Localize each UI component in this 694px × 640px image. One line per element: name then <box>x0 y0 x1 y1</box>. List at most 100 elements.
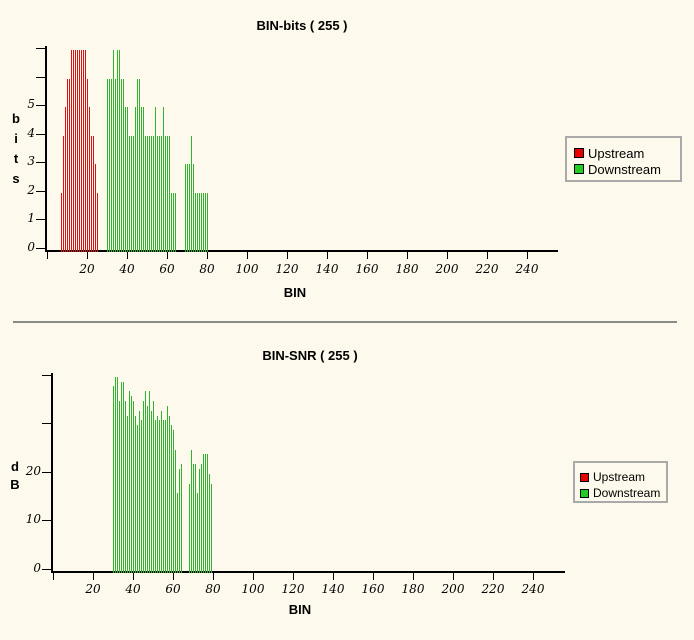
upstream-bar <box>81 50 82 252</box>
upstream-bar <box>69 79 70 252</box>
downstream-bar <box>129 136 130 252</box>
upstream-bar <box>95 164 96 252</box>
downstream-bar <box>167 406 168 573</box>
x-axis-tick <box>453 573 454 580</box>
downstream-bar <box>161 136 162 252</box>
x-axis-tick <box>247 252 248 259</box>
legend-snr: Upstream Downstream <box>573 461 668 503</box>
x-axis-tick-label: 140 <box>321 582 345 596</box>
y-axis-tick <box>36 190 45 192</box>
downstream-bar <box>155 420 156 573</box>
x-axis-tick-label: 220 <box>475 262 499 276</box>
chart-title-snr: BIN-SNR ( 255 ) <box>262 348 358 363</box>
downstream-bar <box>189 484 190 573</box>
downstream-bar <box>113 50 114 252</box>
y-axis-tick-label: 0 <box>33 561 41 575</box>
downstream-bar <box>171 425 172 573</box>
downstream-bar <box>127 416 128 573</box>
y-axis-label-char: B <box>10 477 20 492</box>
x-axis-tick-label: 40 <box>119 262 135 276</box>
downstream-bar <box>111 79 112 252</box>
downstream-bar <box>199 193 200 252</box>
upstream-bar <box>77 50 78 252</box>
chart-title-bits: BIN-bits ( 255 ) <box>256 18 348 33</box>
downstream-bar <box>151 136 152 252</box>
x-axis-tick <box>327 252 328 259</box>
downstream-bar <box>139 79 140 252</box>
upstream-bar <box>89 107 90 252</box>
upstream-color-swatch <box>580 472 589 482</box>
legend-bits: Upstream Downstream <box>565 136 682 182</box>
y-axis-tick <box>42 374 51 376</box>
legend-item-downstream: Downstream <box>580 485 666 501</box>
downstream-bar <box>177 493 178 573</box>
downstream-bar <box>155 107 156 252</box>
legend-label-downstream: Downstream <box>593 486 661 500</box>
y-axis-label-char: t <box>13 151 19 166</box>
y-axis-tick-label: 10 <box>25 512 41 527</box>
downstream-bar <box>147 406 148 573</box>
upstream-bar <box>67 79 68 252</box>
downstream-bar <box>127 107 128 252</box>
downstream-bar <box>143 107 144 252</box>
y-axis-tick <box>36 105 45 107</box>
downstream-bar <box>173 430 174 573</box>
upstream-bar <box>75 50 76 252</box>
y-axis-label-char: i <box>14 131 18 146</box>
legend-label-upstream: Upstream <box>588 145 645 161</box>
x-axis-tick-label: 60 <box>165 582 181 596</box>
legend-item-upstream: Upstream <box>574 145 680 161</box>
y-axis-tick <box>36 133 45 135</box>
upstream-bar <box>65 107 66 252</box>
upstream-color-swatch <box>574 148 584 158</box>
downstream-bar <box>195 464 196 573</box>
downstream-bar <box>119 401 120 573</box>
x-axis-tick-label: 60 <box>159 262 175 276</box>
y-axis-label-char: b <box>12 111 20 126</box>
x-axis-tick <box>487 252 488 259</box>
downstream-bar <box>175 193 176 252</box>
y-axis-label-char: s <box>12 171 20 186</box>
x-axis-tick <box>87 252 88 259</box>
legend-label-upstream: Upstream <box>593 470 646 484</box>
legend-item-upstream: Upstream <box>580 469 666 485</box>
x-axis-tick-label: 140 <box>315 262 339 276</box>
upstream-bar <box>83 50 84 252</box>
upstream-bar <box>93 136 94 252</box>
y-axis-tick <box>36 76 45 78</box>
x-axis-tick-label: 80 <box>199 262 215 276</box>
upstream-bar <box>91 136 92 252</box>
downstream-bar <box>201 464 202 573</box>
x-axis-tick-label: 20 <box>85 582 101 596</box>
downstream-bar <box>145 391 146 573</box>
upstream-bar <box>79 50 80 252</box>
y-axis-tick-label: 1 <box>27 211 35 226</box>
downstream-bar <box>209 474 210 573</box>
downstream-bar <box>203 193 204 252</box>
y-axis-tick-label: 5 <box>27 97 35 112</box>
x-axis-tick-label: 160 <box>361 582 385 596</box>
downstream-bar <box>169 416 170 573</box>
x-axis-tick-label: 40 <box>125 582 141 596</box>
upstream-bar <box>71 50 72 252</box>
downstream-bar <box>199 469 200 573</box>
downstream-bar <box>131 396 132 573</box>
downstream-bar <box>135 107 136 252</box>
downstream-bar <box>123 382 124 573</box>
legend-label-downstream: Downstream <box>588 161 661 177</box>
downstream-bar <box>207 193 208 252</box>
downstream-bar <box>125 107 126 252</box>
y-axis-tick <box>42 520 51 522</box>
downstream-bar <box>121 382 122 573</box>
downstream-bar <box>151 411 152 573</box>
downstream-bar <box>197 193 198 252</box>
downstream-bar <box>107 79 108 252</box>
y-axis-tick-label: 0 <box>27 240 35 254</box>
downstream-bar <box>163 420 164 573</box>
x-axis-tick-label: 120 <box>281 582 305 596</box>
downstream-bar <box>145 136 146 252</box>
downstream-bar <box>159 420 160 573</box>
